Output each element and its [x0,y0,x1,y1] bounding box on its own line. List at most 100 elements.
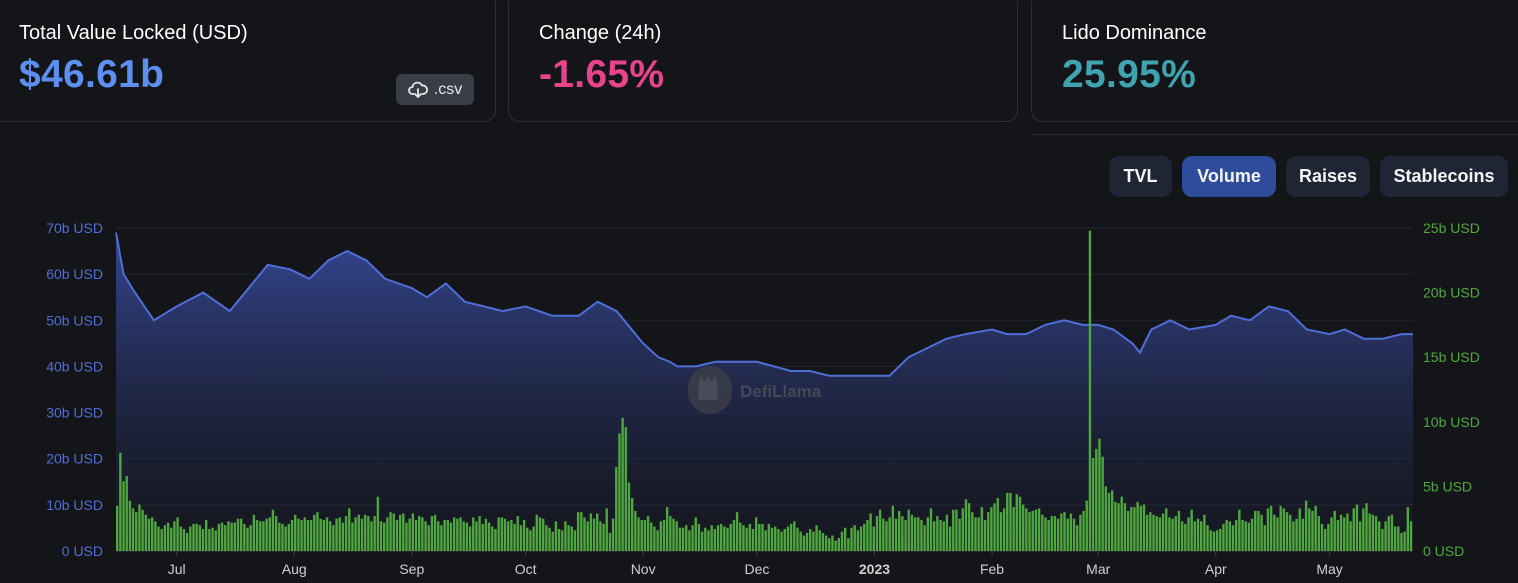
volume-bar [1355,504,1359,551]
volume-bar [348,508,351,551]
volume-bar [173,521,176,551]
volume-bar [1069,513,1073,551]
volume-bar [252,514,256,551]
volume-bar [796,527,799,551]
volume-bar [926,517,930,551]
volume-bar [192,523,195,551]
volume-bar [681,527,685,551]
volume-bar [971,512,974,551]
volume-bar [160,529,163,551]
left-axis: 0 USD 10b USD 20b USD 30b USD 40b USD 50b USD… [46,220,103,559]
volume-bar [1117,503,1120,551]
volume-bar [700,531,704,551]
x-axis-tick-label: 2023 [859,561,890,577]
tab-tvl[interactable]: TVL [1109,156,1172,197]
volume-bar [398,514,402,551]
volume-bar [1269,505,1273,551]
volume-bar [850,527,853,551]
volume-bar [834,540,837,551]
volume-bar [764,530,767,551]
volume-bar [1314,505,1317,551]
volume-bar [1180,521,1184,551]
volume-bar [567,525,570,551]
volume-bar [1390,514,1394,551]
volume-bar [1152,514,1155,551]
volume-bar [1107,492,1111,551]
tab-raises[interactable]: Raises [1286,156,1370,197]
volume-bar [1400,532,1403,551]
volume-bar [898,510,901,551]
volume-bar [268,517,271,551]
tab-volume[interactable]: Volume [1182,156,1276,197]
volume-bar [119,452,122,551]
volume-bar [478,516,481,551]
volume-bar [812,531,815,551]
volume-bar [1406,507,1410,551]
volume-bar [932,521,936,551]
right-axis: 0 USD 5b USD 10b USD 15b USD 20b USD 25b USD [1423,220,1480,559]
csv-download-button[interactable]: .csv [396,74,474,105]
volume-bar [395,520,399,551]
volume-bar [716,525,720,551]
volume-bar [224,525,227,551]
volume-bar [1053,516,1057,551]
volume-bar [1289,514,1292,551]
volume-bar [373,516,376,551]
volume-bar [551,531,554,551]
left-axis-tick-label: 40b USD [46,358,103,374]
volume-bar [325,517,329,551]
volume-bar [176,517,179,551]
volume-bar [351,522,354,551]
volume-bar [882,518,885,551]
volume-bar [452,517,456,551]
volume-bar [602,523,605,551]
volume-bar [1082,510,1085,551]
volume-bar [1212,531,1216,551]
volume-bar [637,517,640,551]
volume-bar [1200,521,1203,551]
volume-bar [688,530,691,551]
volume-bar [557,529,561,551]
volume-bar [306,520,310,551]
volume-bar [1349,521,1352,551]
volume-bar [1002,508,1006,551]
volume-bar [182,529,186,551]
volume-bar [116,505,119,551]
volume-bar [1012,507,1015,551]
volume-bar [1409,521,1413,551]
volume-bar [1079,514,1082,551]
volume-bar [220,522,224,551]
volume-bar [233,522,236,551]
volume-bar [818,530,821,551]
volume-bar [1282,508,1286,551]
volume-bar [433,514,437,551]
volume-bar [475,521,478,551]
volume-bar [662,520,666,551]
tab-stablecoins[interactable]: Stablecoins [1380,156,1508,197]
x-axis-tick-label: Feb [980,561,1004,577]
volume-bar [513,523,516,551]
volume-bar [576,512,580,551]
volume-bar [704,527,707,551]
volume-bar [929,508,933,551]
volume-bar [1041,514,1044,551]
volume-bar [869,513,872,551]
volume-bar [592,518,596,551]
volume-bar [1260,514,1263,551]
volume-bar [472,517,475,551]
volume-bar [135,512,138,551]
volume-bar [917,517,920,551]
volume-bar [1336,520,1340,551]
volume-bar [1362,508,1365,551]
watermark-text: DefiLlama [740,382,822,401]
x-axis-tick-label: Aug [282,561,307,577]
left-axis-tick-label: 60b USD [46,266,103,282]
left-axis-tick-label: 50b USD [46,312,103,328]
volume-bar [799,531,802,551]
right-axis-tick-label: 10b USD [1423,414,1480,430]
volume-bar [770,527,774,551]
volume-bar [138,504,141,551]
volume-bar [274,516,278,551]
volume-bar [1196,518,1200,551]
volume-bar [402,513,405,551]
